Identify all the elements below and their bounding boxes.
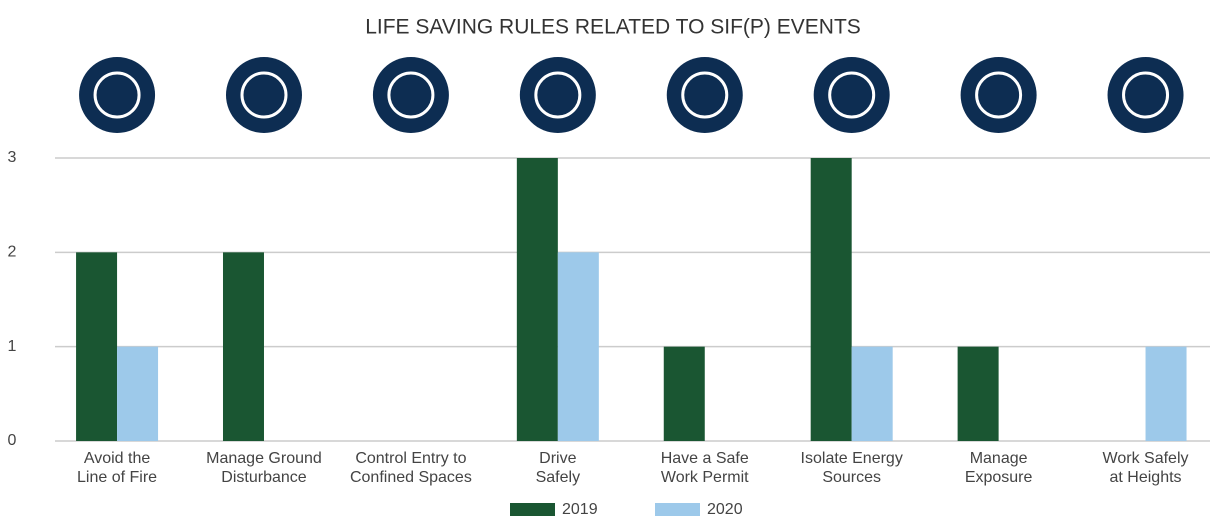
bar (557, 252, 599, 441)
rule-icon-detail (93, 71, 141, 119)
rule-icon-detail (828, 71, 876, 119)
rule-icon-detail (975, 71, 1023, 119)
rule-icon (372, 57, 449, 133)
y-tick-label: 2 (8, 244, 17, 261)
legend-label: 2020 (707, 501, 743, 518)
rule-icon (960, 57, 1037, 133)
y-tick-label: 3 (8, 149, 17, 166)
bar (516, 158, 558, 441)
rule-icon-detail (387, 71, 435, 119)
x-tick-label: Work Safely at Heights (1102, 450, 1189, 486)
chart-title: LIFE SAVING RULES RELATED TO SIF(P) EVEN… (365, 16, 861, 39)
bar (957, 346, 999, 441)
rule-icon-detail (534, 71, 582, 119)
x-tick-label: Isolate Energy Sources (800, 450, 903, 486)
bar (117, 346, 159, 441)
x-tick-label: Manage Exposure (964, 450, 1033, 486)
bar (222, 252, 264, 441)
bar (663, 346, 705, 441)
bar (76, 252, 118, 441)
x-tick-label: Control Entry to Confined Spaces (349, 450, 472, 486)
legend-label: 2019 (562, 501, 598, 518)
bar (810, 158, 852, 441)
rule-icon (225, 57, 302, 133)
rule-icon-detail (1122, 71, 1170, 119)
x-tick-label: Avoid the Line of Fire (77, 450, 158, 486)
x-tick-label: Manage Ground Disturbance (206, 450, 322, 486)
rule-icon-detail (240, 71, 288, 119)
rule-icon (666, 57, 743, 133)
x-tick-label: Have a Safe Work Permit (660, 450, 749, 486)
y-tick-label: 1 (8, 338, 17, 355)
rule-icon (1107, 57, 1184, 133)
rule-icon (79, 57, 156, 133)
bar (1145, 346, 1187, 441)
legend-swatch (655, 503, 700, 516)
rule-icon-detail (681, 71, 729, 119)
legend-swatch (510, 503, 555, 516)
rule-icon (813, 57, 890, 133)
bar (851, 346, 893, 441)
x-tick-label: Drive Safely (535, 450, 581, 486)
rule-icon (519, 57, 596, 133)
y-tick-label: 0 (8, 432, 17, 449)
